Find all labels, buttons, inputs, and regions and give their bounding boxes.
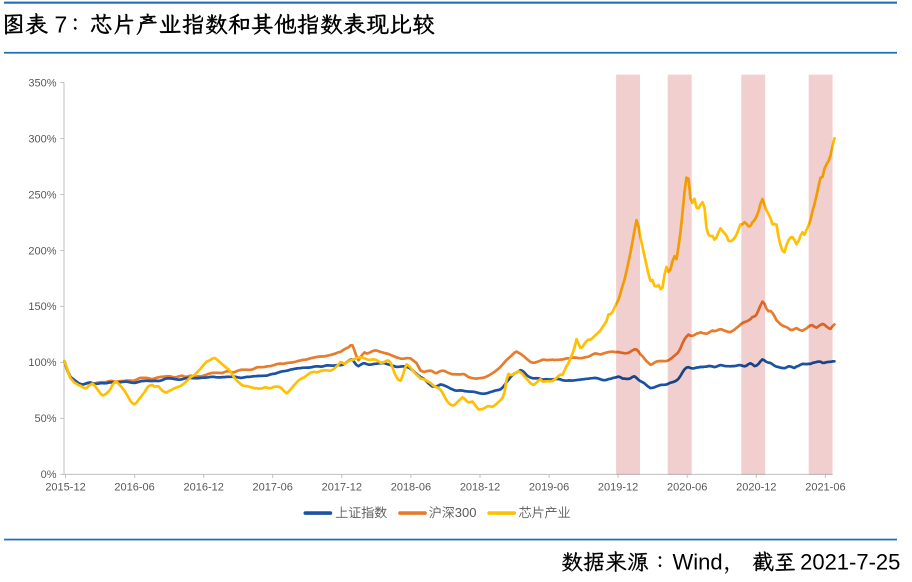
svg-text:Wind: Wind: [673, 550, 723, 575]
svg-text:2021-7-25: 2021-7-25: [800, 550, 900, 575]
svg-text:300%: 300%: [28, 133, 56, 145]
svg-text:150%: 150%: [28, 301, 56, 313]
svg-text:2019-12: 2019-12: [598, 482, 638, 494]
svg-text:300: 300: [455, 505, 477, 520]
svg-text:2018-12: 2018-12: [460, 482, 500, 494]
svg-text:0%: 0%: [41, 469, 57, 481]
svg-text:2017-06: 2017-06: [253, 482, 293, 494]
svg-text:2019-06: 2019-06: [529, 482, 569, 494]
svg-text:350%: 350%: [28, 77, 56, 89]
svg-text:2016-12: 2016-12: [184, 482, 224, 494]
svg-text:2017-12: 2017-12: [322, 482, 362, 494]
svg-text:2020-06: 2020-06: [667, 482, 707, 494]
svg-text:100%: 100%: [28, 357, 56, 369]
svg-text:50%: 50%: [34, 413, 56, 425]
svg-text:7: 7: [55, 11, 68, 37]
svg-text:2016-06: 2016-06: [114, 482, 154, 494]
svg-text:2021-06: 2021-06: [805, 482, 845, 494]
svg-text:200%: 200%: [28, 245, 56, 257]
svg-text:2020-12: 2020-12: [736, 482, 776, 494]
svg-text:2018-06: 2018-06: [391, 482, 431, 494]
svg-text:250%: 250%: [28, 189, 56, 201]
svg-text:2015-12: 2015-12: [45, 482, 85, 494]
